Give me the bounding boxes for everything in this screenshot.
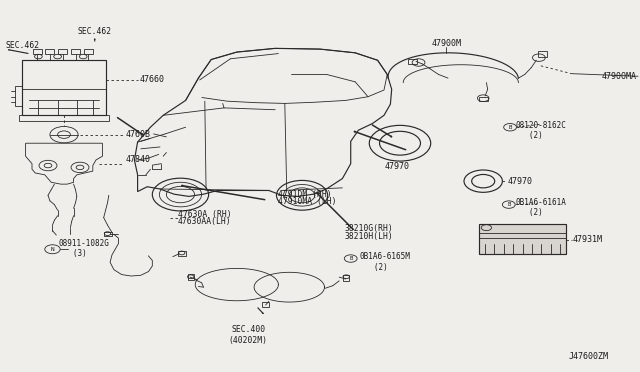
Bar [19,115,109,121]
Bar [538,51,547,57]
Text: 47840: 47840 [125,155,150,164]
Bar [408,59,417,64]
Text: 4790OMA: 4790OMA [602,72,637,81]
Bar [33,49,42,54]
Circle shape [472,174,495,188]
Text: 38210H(LH): 38210H(LH) [344,232,393,241]
Text: SEC.462: SEC.462 [77,27,112,36]
Bar [84,49,93,54]
Text: 47630AA(LH): 47630AA(LH) [178,217,232,226]
Text: 47931M: 47931M [573,235,603,244]
Bar [22,60,106,115]
Circle shape [502,201,515,208]
Text: 47970: 47970 [384,162,410,171]
Circle shape [504,124,516,131]
Text: 0B1A6-6161A
   (2): 0B1A6-6161A (2) [515,198,566,217]
Bar [178,251,186,256]
Text: 47630A (RH): 47630A (RH) [178,210,232,219]
Text: 4760B: 4760B [125,130,150,139]
Text: B: B [349,256,353,261]
Bar [71,49,80,54]
Bar [479,224,566,254]
Text: N: N [51,247,54,252]
Bar [479,97,488,101]
Text: 08120-8162C
   (2): 08120-8162C (2) [515,121,566,140]
Bar [15,86,22,106]
Bar [188,274,194,280]
Bar [58,49,67,54]
Text: 4791DM (RH): 4791DM (RH) [278,190,332,199]
Text: 47970: 47970 [508,177,532,186]
Text: 47900M: 47900M [431,39,461,48]
Text: J47600ZM: J47600ZM [568,352,609,361]
Text: 0B1A6-6165M
   (2): 0B1A6-6165M (2) [360,252,410,272]
Bar [262,302,269,307]
Bar [104,232,112,236]
Text: 38210G(RH): 38210G(RH) [344,224,393,233]
Text: SEC.400
(40202M): SEC.400 (40202M) [229,325,268,344]
Text: 47660: 47660 [140,76,164,84]
Text: 08911-1082G
   (3): 08911-1082G (3) [59,239,109,258]
Text: B: B [508,125,512,130]
Circle shape [344,255,357,262]
Circle shape [380,131,420,155]
Text: SEC.462: SEC.462 [6,41,40,49]
Circle shape [45,245,60,254]
Text: B: B [507,202,511,207]
Text: 47910MA (LH): 47910MA (LH) [278,197,337,206]
Circle shape [369,125,431,161]
Circle shape [464,170,502,192]
Bar [45,49,54,54]
Bar [343,275,349,281]
